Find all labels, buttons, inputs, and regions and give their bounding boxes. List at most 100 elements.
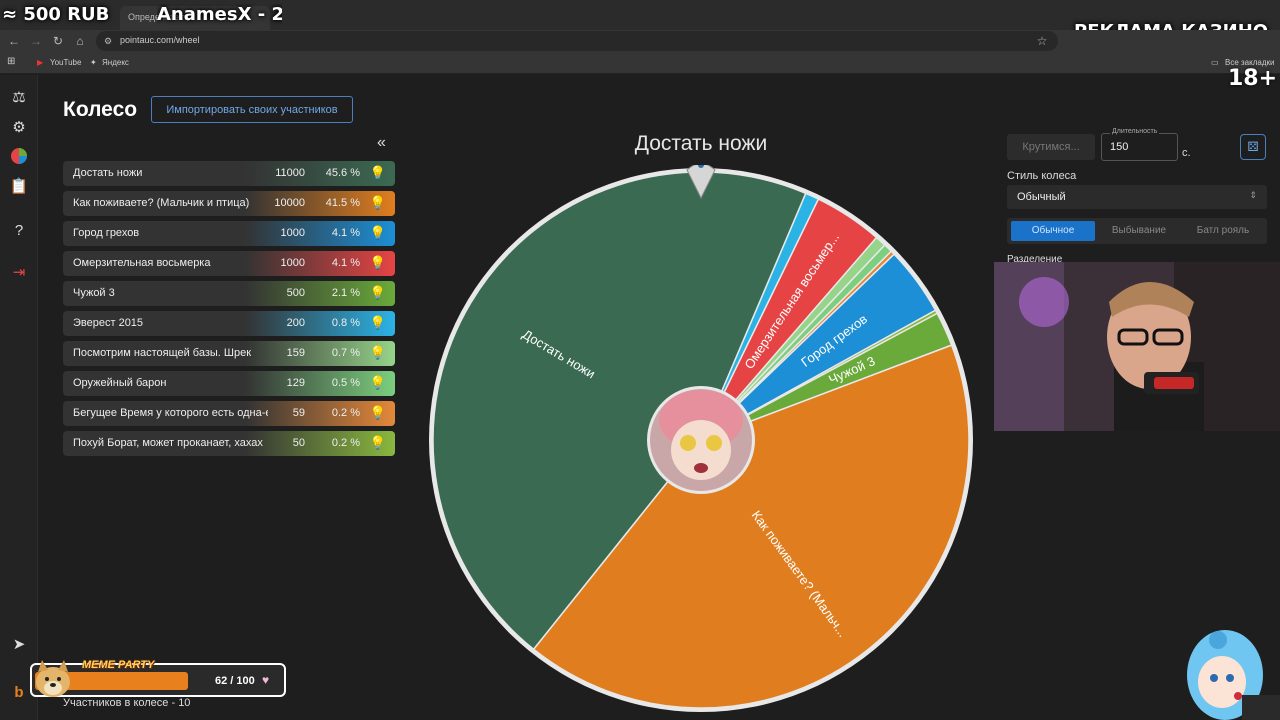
tab-title: Определите п... bbox=[128, 12, 194, 22]
row-color-gradient bbox=[245, 401, 395, 426]
doge-icon bbox=[36, 660, 70, 697]
browser-tab[interactable]: Определите п... bbox=[120, 6, 270, 30]
meme-party-label: MEME PARTY bbox=[82, 659, 155, 671]
participant-name: Омерзительная восьмерка bbox=[73, 257, 211, 269]
lightbulb-icon[interactable]: 💡 bbox=[369, 315, 387, 330]
reload-icon[interactable]: ↻ bbox=[52, 34, 64, 48]
bookmarks-bar: ⊞ ▶ YouTube ✦ Яндекс ▭ Все закладки bbox=[0, 52, 1280, 74]
row-color-gradient bbox=[245, 281, 395, 306]
lightbulb-icon[interactable]: 💡 bbox=[369, 195, 387, 210]
gavel-icon[interactable]: ⚖ bbox=[12, 89, 26, 106]
split-label: Разделение bbox=[1007, 254, 1063, 265]
wheel-winner-title: Достать ножи bbox=[634, 132, 768, 155]
wheel-style-value: Обычный bbox=[1017, 191, 1066, 203]
row-color-gradient bbox=[245, 431, 395, 456]
row-color-gradient bbox=[245, 191, 395, 216]
chevron-updown-icon: ⇕ bbox=[1249, 190, 1257, 200]
lightbulb-icon[interactable]: 💡 bbox=[369, 345, 387, 360]
participant-name: Эверест 2015 bbox=[73, 317, 144, 329]
lightbulb-icon[interactable]: 💡 bbox=[369, 285, 387, 300]
webcam-overlay bbox=[994, 262, 1280, 431]
bookmark-yandex[interactable]: Яндекс bbox=[102, 58, 129, 67]
bookmark-star-icon[interactable]: ☆ bbox=[1036, 34, 1048, 48]
help-icon[interactable]: ? bbox=[14, 222, 24, 239]
forward-icon[interactable]: → bbox=[30, 34, 42, 48]
gear-icon[interactable]: ⚙ bbox=[12, 119, 26, 136]
participant-row[interactable]: Бегущее Время у которого есть одна-ед...… bbox=[63, 401, 395, 426]
webcam-image bbox=[994, 262, 1280, 431]
participant-name: Оружейный барон bbox=[73, 377, 167, 389]
import-participants-button[interactable]: Импортировать своих участников bbox=[151, 96, 353, 123]
lightbulb-icon[interactable]: 💡 bbox=[369, 225, 387, 240]
duration-unit: с. bbox=[1182, 147, 1191, 159]
participant-amount: 1000 bbox=[280, 227, 305, 239]
participant-percent: 0.7 % bbox=[331, 347, 360, 359]
participant-percent: 0.2 % bbox=[331, 437, 360, 449]
wheel-style-label: Стиль колеса bbox=[1007, 170, 1077, 182]
lightbulb-icon[interactable]: 💡 bbox=[369, 165, 387, 180]
lightbulb-icon[interactable]: 💡 bbox=[369, 255, 387, 270]
anime-mascot-image bbox=[1187, 630, 1280, 720]
apps-icon[interactable]: ⊞ bbox=[7, 56, 16, 67]
collapse-icon[interactable]: « bbox=[377, 134, 386, 151]
url-text: pointauc.com/wheel bbox=[120, 35, 200, 45]
prize-wheel[interactable]: Омерзительная восьмер...Город греховЧужо… bbox=[426, 165, 976, 715]
mode-elimination[interactable]: Выбывание bbox=[1111, 225, 1167, 236]
boosty-icon[interactable]: b bbox=[14, 684, 24, 701]
row-color-gradient bbox=[245, 221, 395, 246]
wheel-style-select[interactable]: Обычный ⇕ bbox=[1007, 185, 1267, 209]
wheel-center-image bbox=[647, 386, 755, 494]
bookmark-youtube[interactable]: YouTube bbox=[50, 58, 82, 67]
lightbulb-icon[interactable]: 💡 bbox=[369, 375, 387, 390]
participant-row[interactable]: Достать ножи 11000 45.6 % 💡 bbox=[63, 161, 395, 186]
participant-amount: 50 bbox=[292, 437, 305, 449]
page-title: Колесо bbox=[63, 98, 138, 121]
participant-percent: 2.1 % bbox=[331, 287, 360, 299]
participant-row[interactable]: Оружейный барон 129 0.5 % 💡 bbox=[63, 371, 395, 396]
row-color-gradient bbox=[245, 311, 395, 336]
participant-percent: 4.1 % bbox=[331, 257, 360, 269]
telegram-icon[interactable]: ➤ bbox=[12, 636, 26, 653]
participant-row[interactable]: Чужой 3 500 2.1 % 💡 bbox=[63, 281, 395, 306]
wheel-icon[interactable] bbox=[8, 147, 30, 169]
clipboard-icon[interactable]: 📋 bbox=[9, 178, 29, 195]
heart-icon: ♥ bbox=[262, 673, 270, 687]
participant-name: Как поживаете? (Мальчик и птица) bbox=[73, 197, 250, 209]
participant-amount: 500 bbox=[286, 287, 305, 299]
participant-percent: 4.1 % bbox=[331, 227, 360, 239]
participant-row[interactable]: Посмотрим настоящей базы. Шрек 159 0.7 % 💡 bbox=[63, 341, 395, 366]
home-icon[interactable]: ⌂ bbox=[76, 34, 84, 48]
participant-row[interactable]: Похуй Борат, может проканает, хахах 50 0.2… bbox=[63, 431, 395, 456]
participant-row[interactable]: Омерзительная восьмерка 1000 4.1 % 💡 bbox=[63, 251, 395, 276]
participant-name: Похуй Борат, может проканает, хахах bbox=[73, 437, 263, 449]
participant-amount: 1000 bbox=[280, 257, 305, 269]
mode-battle-royale[interactable]: Батл рояль bbox=[1196, 225, 1250, 236]
meme-progress-bar bbox=[35, 672, 189, 690]
participant-amount: 200 bbox=[286, 317, 305, 329]
address-bar[interactable]: ⚙ pointauc.com/wheel ☆ bbox=[96, 31, 1058, 51]
all-bookmarks[interactable]: Все закладки bbox=[1225, 58, 1275, 67]
meme-count: 62 / 100 bbox=[215, 675, 255, 687]
mode-toggle-group: Обычное Выбывание Батл рояль bbox=[1007, 218, 1267, 244]
donor-overlay: AnamesX - 200 bbox=[157, 4, 282, 25]
back-icon[interactable]: ← bbox=[8, 34, 20, 48]
lightbulb-icon[interactable]: 💡 bbox=[369, 405, 387, 420]
random-dice-icon[interactable]: ⚄ bbox=[1240, 134, 1266, 160]
participant-row[interactable]: Как поживаете? (Мальчик и птица) 10000 41.… bbox=[63, 191, 395, 216]
duration-value: 150 bbox=[1110, 141, 1129, 153]
spin-button[interactable]: Крутимся... bbox=[1007, 134, 1095, 160]
mode-normal[interactable]: Обычное bbox=[1011, 221, 1095, 241]
site-info-icon[interactable]: ⚙ bbox=[103, 36, 113, 46]
lightbulb-icon[interactable]: 💡 bbox=[369, 435, 387, 450]
participant-row[interactable]: Эверест 2015 200 0.8 % 💡 bbox=[63, 311, 395, 336]
participant-percent: 0.5 % bbox=[331, 377, 360, 389]
duration-label: Длительность bbox=[1110, 128, 1160, 135]
yandex-icon: ✦ bbox=[90, 58, 97, 67]
wheel-pointer-icon bbox=[686, 165, 716, 200]
logout-icon[interactable]: ⇥ bbox=[12, 264, 26, 281]
participant-row[interactable]: Город грехов 1000 4.1 % 💡 bbox=[63, 221, 395, 246]
meme-party-widget: MEME PARTY 62 / 100 ♥ bbox=[30, 659, 286, 697]
row-color-gradient bbox=[245, 371, 395, 396]
participant-amount: 10000 bbox=[274, 197, 305, 209]
